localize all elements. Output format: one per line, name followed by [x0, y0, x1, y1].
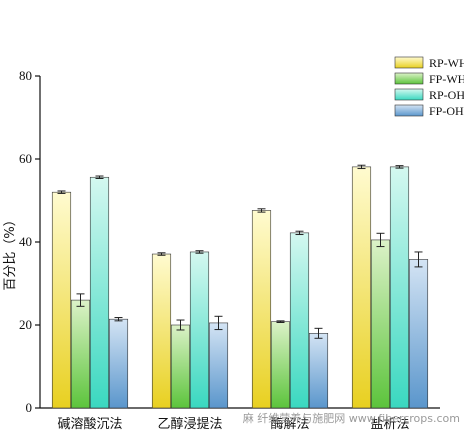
x-category-label: 乙醇浸提法: [157, 416, 222, 432]
bar-fp-wh-0: [70, 299, 91, 409]
x-category-label: 酶解法: [270, 416, 309, 432]
legend-swatch: [394, 88, 424, 101]
bar-fp-wh-3: [370, 239, 391, 409]
watermark-text: 麻 纤维营养与施肥网 www.fibercrops.com: [243, 411, 460, 425]
legend-label: FP-WH: [429, 72, 464, 86]
legend-swatch: [394, 56, 424, 69]
bar-fp-oh-3: [408, 259, 429, 409]
legend-swatch: [394, 72, 424, 85]
legend-label: RP-OH: [429, 88, 464, 102]
legend-label: FP-OH: [429, 104, 464, 118]
bar-fp-wh-1: [170, 324, 191, 409]
bar-rp-oh-3: [389, 166, 410, 409]
bar-rp-wh-0: [51, 191, 72, 409]
x-category-label: 碱溶酸沉法: [57, 417, 122, 432]
bar-rp-oh-2: [289, 232, 310, 409]
y-tick-label: 60: [19, 151, 32, 166]
legend-label: RP-WH: [429, 56, 464, 70]
bar-fp-oh-1: [208, 322, 229, 409]
y-tick-label: 40: [19, 234, 32, 249]
bar-rp-oh-1: [189, 251, 210, 409]
bar-rp-wh-2: [251, 210, 272, 409]
legend-swatch: [394, 104, 424, 117]
bars: [51, 164, 429, 409]
bar-fp-oh-2: [308, 332, 329, 409]
y-tick-label: 0: [26, 400, 33, 415]
y-tick-label: 20: [19, 317, 32, 332]
bar-fp-oh-0: [108, 318, 129, 409]
legend: RP-WH FP-WH RP-OH FP-OH: [394, 56, 464, 118]
y-axis-title: 百分比（%）: [3, 213, 18, 290]
bar-rp-wh-1: [151, 253, 172, 409]
bar-rp-oh-0: [89, 176, 110, 409]
labels: 0 20 40 60 80 百分比（%） 碱溶酸沉法 乙醇浸提法 酶解法 盐析法: [3, 68, 410, 432]
bar-fp-wh-2: [270, 321, 291, 409]
bar-rp-wh-3: [351, 166, 372, 409]
y-tick-label: 80: [19, 68, 32, 83]
x-category-label: 盐析法: [370, 417, 409, 432]
